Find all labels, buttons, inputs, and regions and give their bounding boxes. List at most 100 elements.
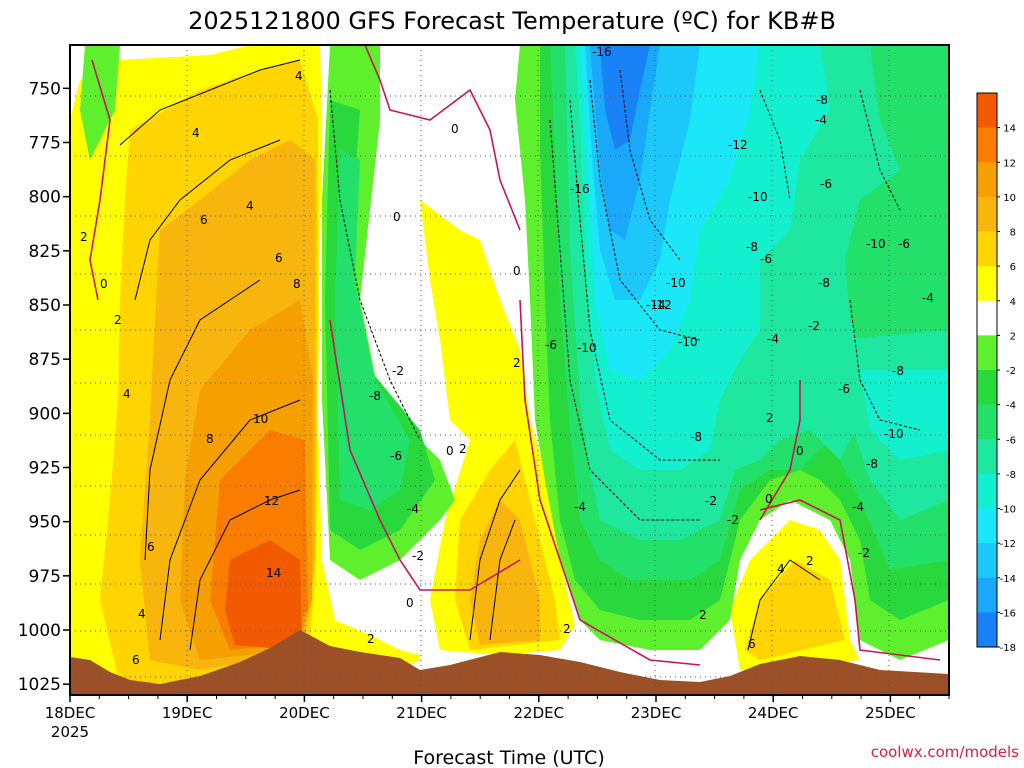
contour-label: 12 [264, 494, 279, 508]
contours-dashed [329, 69, 921, 521]
contour-label: 0 [446, 444, 454, 458]
band-warm-hot [225, 540, 302, 648]
contour-label: -16 [592, 45, 612, 59]
contour-label: 6 [275, 251, 283, 265]
contour-label: -6 [545, 338, 557, 352]
contour-label: 4 [777, 562, 785, 576]
contour-label: -10 [748, 190, 768, 204]
colorbar-swatch [977, 266, 997, 302]
contour-label: -16 [570, 182, 590, 196]
colorbar-label: 8 [1010, 228, 1016, 239]
y-tick-label: 850 [29, 296, 61, 316]
contour-label: -14 [646, 298, 666, 312]
contour-label: -4 [922, 291, 934, 305]
contour-label: 4 [295, 69, 303, 83]
contour-label: 2 [513, 356, 521, 370]
x-axis-title: Forecast Time (UTC) [413, 747, 604, 768]
contour-label: 8 [293, 277, 301, 291]
colorbar-label: 4 [1010, 297, 1016, 308]
contour-label: 2 [766, 411, 774, 425]
colorbar-swatch [977, 196, 997, 232]
plot-area: -16 -16 -12 -10 -8 -8 -8 -4 -6 -10 -6 -1… [70, 45, 949, 695]
colorbar-label: -8 [1006, 470, 1016, 481]
colorbar-swatch [977, 335, 997, 371]
contour-label: -4 [767, 332, 779, 346]
contour-label: 0 [513, 264, 521, 278]
contour-label: 4 [192, 126, 200, 140]
contour-label: 0 [451, 122, 459, 136]
contour-label: -8 [690, 430, 702, 444]
contour-label: -8 [866, 457, 878, 471]
colorbar-label: 6 [1010, 262, 1016, 273]
contour-label: 6 [132, 653, 140, 667]
y-tick-label: 800 [29, 188, 61, 208]
y-tick-label: 825 [29, 242, 61, 262]
contour-label: 0 [406, 596, 414, 610]
contour-label: 0 [393, 210, 401, 224]
contour-label: 10 [253, 412, 268, 426]
contour-label: -12 [652, 298, 672, 312]
terrain [70, 630, 949, 695]
colorbar-swatch [977, 543, 997, 579]
colorbar-label: -12 [1000, 539, 1016, 550]
contour-label: -10 [666, 276, 686, 290]
contour-label: 2 [563, 622, 571, 636]
contour-label: 2 [114, 313, 122, 327]
contour-label: -6 [838, 382, 850, 396]
contour-label: -6 [898, 237, 910, 251]
contour-label: -4 [407, 502, 419, 516]
contour-label: -6 [760, 252, 772, 266]
chart-title: 2025121800 GFS Forecast Temperature (ºC)… [188, 7, 836, 35]
contour-label: 0 [100, 277, 108, 291]
contour-label: -2 [705, 494, 717, 508]
contour-label: -2 [858, 546, 870, 560]
contour-label: 0 [765, 492, 773, 506]
colorbar-label: 14 [1003, 124, 1016, 135]
contour-label: -6 [390, 449, 402, 463]
colorbar-label: -14 [1000, 574, 1016, 585]
contour-label: 2 [699, 608, 707, 622]
contour-label: -2 [392, 364, 404, 378]
colorbar-label: -4 [1006, 401, 1016, 412]
colorbar-label: -10 [1000, 505, 1016, 516]
contour-label: -8 [892, 364, 904, 378]
contour-label: -8 [746, 240, 758, 254]
x-axis: 18DEC 19DEC 20DEC 21DEC 22DEC 23DEC 24DEC 25DEC [45, 695, 950, 722]
colorbar-label: 2 [1010, 331, 1016, 342]
contour-label: -12 [728, 138, 748, 152]
colorbar-swatch [977, 127, 997, 163]
colorbar-label: -2 [1006, 366, 1016, 377]
x-tick-label: 20DEC [279, 704, 330, 722]
contour-label: 2 [806, 554, 814, 568]
contour-label: 4 [246, 199, 254, 213]
colorbar-label: 12 [1003, 158, 1016, 169]
contour-label: -4 [815, 113, 827, 127]
contour-label: 2 [367, 632, 375, 646]
band-cold-green-2 [80, 45, 120, 160]
x-tick-label: 19DEC [162, 704, 213, 722]
contour-labels: -16 -16 -12 -10 -8 -8 -8 -4 -6 -10 -6 -1… [80, 45, 934, 667]
contour-label: 8 [206, 432, 214, 446]
y-tick-label: 875 [29, 350, 61, 370]
y-tick-label: 950 [29, 513, 61, 533]
contour-label: -4 [852, 500, 864, 514]
x-tick-label: 23DEC [631, 704, 682, 722]
contour-label: -8 [818, 276, 830, 290]
contour-label: 6 [748, 637, 756, 651]
x-tick-label: 25DEC [865, 704, 916, 722]
colorbar-label: -18 [1000, 643, 1016, 654]
x-tick-label: 22DEC [514, 704, 565, 722]
colorbar-swatch [977, 300, 997, 336]
contour-label: 4 [123, 387, 131, 401]
colorbar-swatch [977, 162, 997, 198]
contour-label: -10 [678, 335, 698, 349]
x-tick-label: 18DEC [45, 704, 96, 722]
colorbar-label: 10 [1003, 193, 1016, 204]
x-tick-label: 24DEC [748, 704, 799, 722]
contour-label: 0 [796, 444, 804, 458]
colorbar: 14 12 10 8 6 4 2 -2 -4 -6 -8 -10 -12 -14 -16 -18 [976, 92, 1016, 654]
contour-label: -2 [412, 549, 424, 563]
contour-label: -2 [727, 513, 739, 527]
x-year-label: 2025 [51, 723, 89, 741]
